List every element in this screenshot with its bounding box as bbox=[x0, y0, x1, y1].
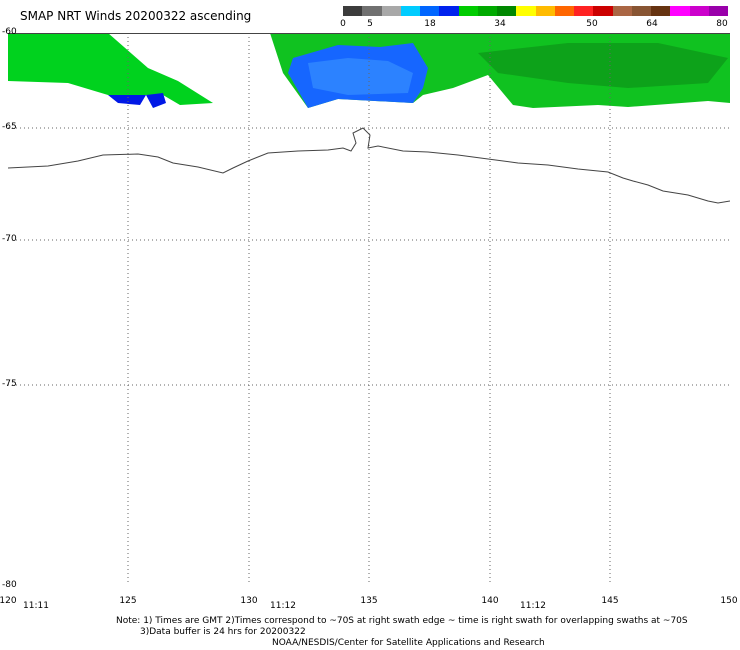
wind-swath bbox=[8, 33, 730, 108]
lon-label: 130 bbox=[240, 596, 258, 606]
colorbar-swatch bbox=[708, 6, 728, 16]
colorbar-tick-label: 5 bbox=[367, 19, 373, 29]
footnote-line-2: 3)Data buffer is 24 hrs for 20200322 bbox=[140, 627, 306, 637]
colorbar-swatch bbox=[516, 6, 536, 16]
pass-time-label: 11:12 bbox=[520, 601, 546, 611]
lon-label: 150 bbox=[720, 596, 738, 606]
colorbar-swatch bbox=[554, 6, 574, 16]
colorbar-swatch bbox=[400, 6, 420, 16]
lon-label: 140 bbox=[481, 596, 499, 606]
colorbar-tick-label: 64 bbox=[646, 19, 658, 29]
colorbar-swatch bbox=[381, 6, 401, 16]
colorbar-swatch bbox=[535, 6, 555, 16]
footnote-credit: NOAA/NESDIS/Center for Satellite Applica… bbox=[272, 638, 545, 648]
lat-label: -70 bbox=[2, 234, 17, 244]
map-title: SMAP NRT Winds 20200322 ascending bbox=[20, 9, 252, 23]
footnote-line-1: Note: 1) Times are GMT 2)Times correspon… bbox=[116, 616, 688, 626]
graticule bbox=[8, 33, 730, 585]
colorbar-swatch bbox=[343, 6, 363, 16]
colorbar-swatch bbox=[362, 6, 382, 16]
lat-label: -75 bbox=[2, 379, 17, 389]
antarctic-coastline bbox=[8, 127, 730, 204]
colorbar-swatch bbox=[439, 6, 459, 16]
colorbar-swatch bbox=[420, 6, 440, 16]
colorbar-swatch bbox=[574, 6, 594, 16]
lat-label: -60 bbox=[2, 27, 17, 37]
wind-speed-colorbar bbox=[343, 6, 728, 16]
colorbar-tick-label: 0 bbox=[340, 19, 346, 29]
lat-label: -65 bbox=[2, 122, 17, 132]
colorbar-swatch bbox=[458, 6, 478, 16]
colorbar-swatch bbox=[477, 6, 497, 16]
colorbar-swatch bbox=[670, 6, 690, 16]
pass-time-label: 11:12 bbox=[270, 601, 296, 611]
lon-label: 145 bbox=[601, 596, 619, 606]
lon-label: 135 bbox=[360, 596, 378, 606]
pass-time-label: 11:11 bbox=[23, 601, 49, 611]
colorbar-tick-label: 80 bbox=[716, 19, 728, 29]
colorbar-tick-label: 50 bbox=[586, 19, 598, 29]
colorbar-swatch bbox=[689, 6, 709, 16]
map-plot-area bbox=[8, 33, 730, 585]
colorbar-tick-label: 18 bbox=[424, 19, 436, 29]
colorbar-swatch bbox=[612, 6, 632, 16]
colorbar-swatch bbox=[631, 6, 651, 16]
colorbar-swatch bbox=[593, 6, 613, 16]
colorbar-swatch bbox=[497, 6, 517, 16]
lon-label: 120 bbox=[0, 596, 17, 606]
lat-label: -80 bbox=[2, 580, 17, 590]
lon-label: 125 bbox=[119, 596, 137, 606]
colorbar-swatch bbox=[651, 6, 671, 16]
colorbar-tick-label: 34 bbox=[494, 19, 506, 29]
